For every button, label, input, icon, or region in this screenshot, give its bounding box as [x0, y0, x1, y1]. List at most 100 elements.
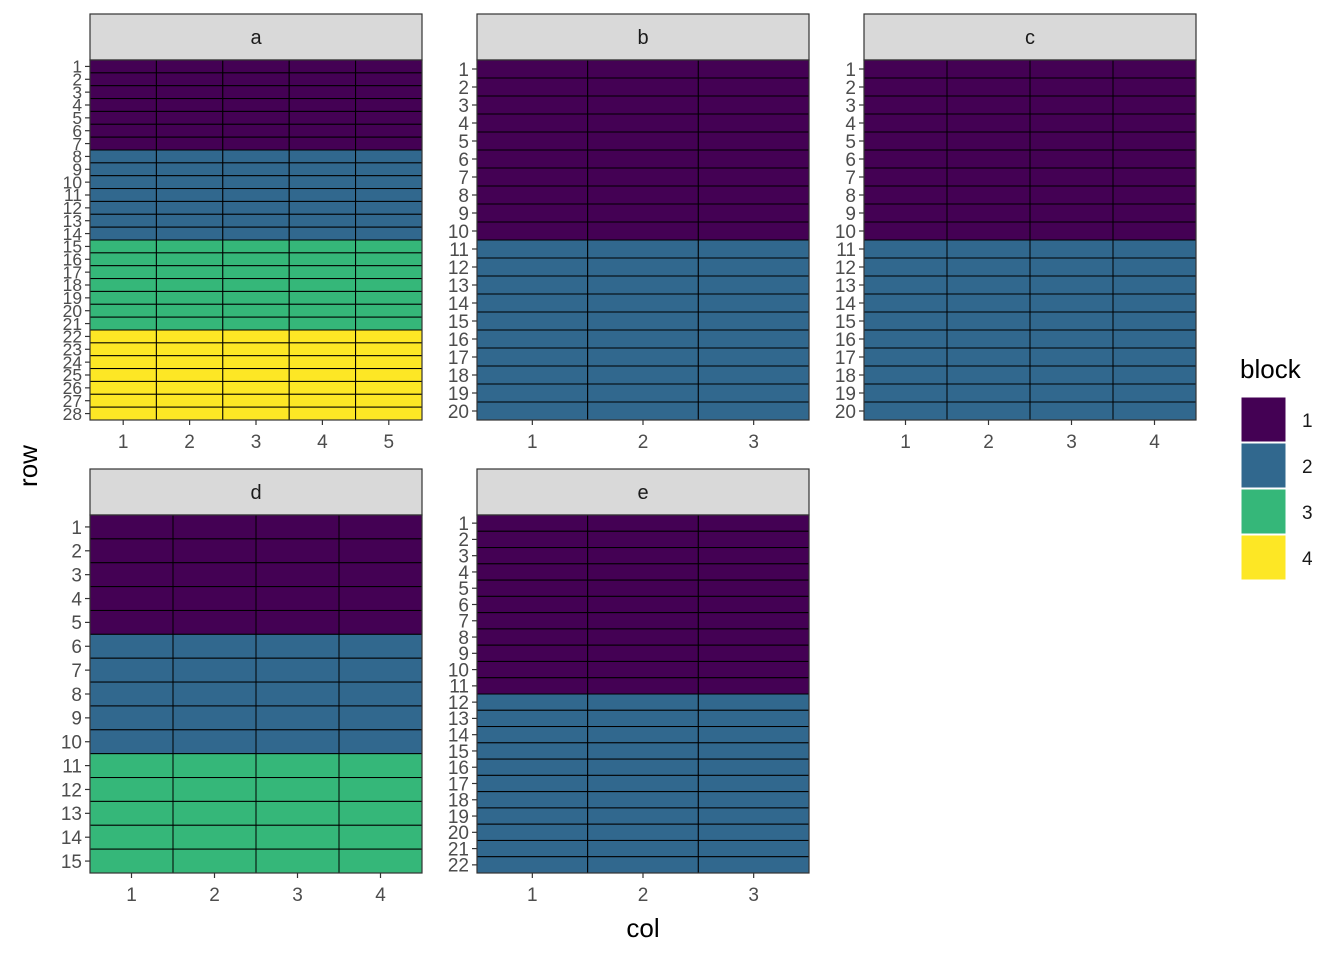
heatmap-cell: [587, 275, 699, 295]
y-tick-label: 4: [458, 563, 469, 584]
facet-strip-label: a: [250, 27, 262, 49]
heatmap-cell: [697, 595, 810, 614]
heatmap-cell: [355, 226, 423, 241]
heatmap-cell: [946, 131, 1031, 151]
heatmap-cell: [863, 203, 948, 223]
heatmap-cell: [476, 311, 589, 331]
y-tick-label: 18: [835, 366, 856, 387]
y-tick-label: 16: [448, 330, 469, 351]
heatmap-cell: [288, 252, 357, 267]
heatmap-cell: [89, 705, 174, 731]
heatmap-cell: [172, 681, 257, 707]
heatmap-cell: [863, 401, 948, 421]
heatmap-cell: [338, 633, 423, 659]
heatmap-cell: [89, 355, 157, 370]
heatmap-cell: [288, 239, 357, 254]
heatmap-cell: [355, 188, 423, 202]
heatmap-cell: [288, 265, 357, 280]
heatmap-cell: [89, 824, 174, 850]
facet-strip-label: e: [637, 482, 648, 504]
heatmap-cell: [1029, 149, 1114, 169]
heatmap-cell: [697, 113, 810, 133]
heatmap-cell: [1029, 95, 1114, 115]
heatmap-cell: [476, 203, 589, 223]
heatmap-cell: [222, 406, 290, 421]
heatmap-cell: [587, 628, 699, 646]
heatmap-cell: [222, 98, 290, 112]
heatmap-cell: [587, 347, 699, 367]
heatmap-cell: [697, 530, 810, 549]
y-tick-label: 4: [72, 95, 82, 115]
y-tick-label: 17: [448, 348, 469, 369]
y-tick-label: 3: [458, 547, 469, 568]
heatmap-cell: [476, 856, 589, 874]
heatmap-cell: [697, 149, 810, 169]
heatmap-cell: [946, 293, 1031, 313]
heatmap-cell: [222, 278, 290, 292]
heatmap-cell: [155, 406, 224, 421]
y-tick-label: 11: [62, 756, 82, 777]
heatmap-cell: [697, 185, 810, 205]
heatmap-cell: [355, 136, 423, 151]
heatmap-cell: [476, 563, 589, 581]
y-tick-label: 2: [458, 78, 469, 99]
heatmap-cell: [587, 383, 699, 403]
y-tick-label: 8: [458, 628, 469, 649]
y-tick-label: 2: [458, 530, 469, 551]
heatmap-cell: [172, 848, 257, 874]
y-tick-label: 13: [448, 709, 469, 730]
heatmap-cell: [1112, 239, 1197, 259]
heatmap-cell: [587, 514, 699, 532]
heatmap-cell: [587, 203, 699, 223]
y-tick-label: 14: [61, 828, 83, 849]
x-tick-label: 1: [527, 885, 538, 906]
heatmap-cell: [1112, 257, 1197, 277]
y-tick-label: 8: [458, 186, 469, 207]
y-tick-label: 21: [63, 314, 82, 334]
heatmap-cell: [1029, 77, 1114, 97]
heatmap-cell: [587, 257, 699, 277]
heatmap-cell: [89, 72, 157, 87]
legend-key-1: [1240, 396, 1287, 443]
heatmap-cell: [155, 149, 224, 164]
heatmap-cell: [89, 200, 157, 215]
heatmap-cell: [89, 303, 157, 318]
heatmap-cell: [222, 149, 290, 164]
heatmap-cell: [255, 729, 340, 755]
heatmap-cell: [288, 290, 357, 305]
heatmap-cell: [222, 252, 290, 267]
y-tick-label: 16: [448, 758, 469, 779]
heatmap-cell: [946, 59, 1031, 79]
heatmap-cell: [946, 329, 1031, 349]
y-tick-label: 13: [63, 211, 82, 231]
legend: block 1 2 3 4: [1240, 354, 1313, 581]
heatmap-cell: [1112, 365, 1197, 385]
heatmap-cell: [1029, 131, 1114, 151]
heatmap-cell: [288, 303, 357, 318]
heatmap-cell: [697, 726, 810, 744]
y-tick-label: 3: [458, 96, 469, 117]
heatmap-cell: [587, 530, 699, 549]
heatmap-cell: [1029, 167, 1114, 187]
y-tick-label: 2: [72, 70, 82, 90]
heatmap-cell: [587, 856, 699, 874]
heatmap-cell: [89, 98, 157, 112]
y-tick-label: 7: [458, 168, 469, 189]
heatmap-cell: [476, 807, 589, 825]
heatmap-cell: [587, 677, 699, 695]
x-tick-label: 4: [375, 885, 386, 906]
heatmap-cell: [946, 203, 1031, 223]
heatmap-cell: [587, 221, 699, 241]
heatmap-cell: [89, 265, 157, 280]
heatmap-cell: [863, 311, 948, 331]
heatmap-cell: [155, 393, 224, 408]
heatmap-cell: [288, 406, 357, 421]
heatmap-cell: [255, 848, 340, 874]
heatmap-cell: [476, 644, 589, 662]
heatmap-cell: [587, 185, 699, 205]
heatmap-cell: [255, 800, 340, 826]
y-tick-label: 15: [448, 742, 469, 763]
legend-title: block: [1240, 354, 1302, 384]
y-tick-label: 9: [71, 709, 82, 730]
x-tick-label: 2: [638, 885, 649, 906]
